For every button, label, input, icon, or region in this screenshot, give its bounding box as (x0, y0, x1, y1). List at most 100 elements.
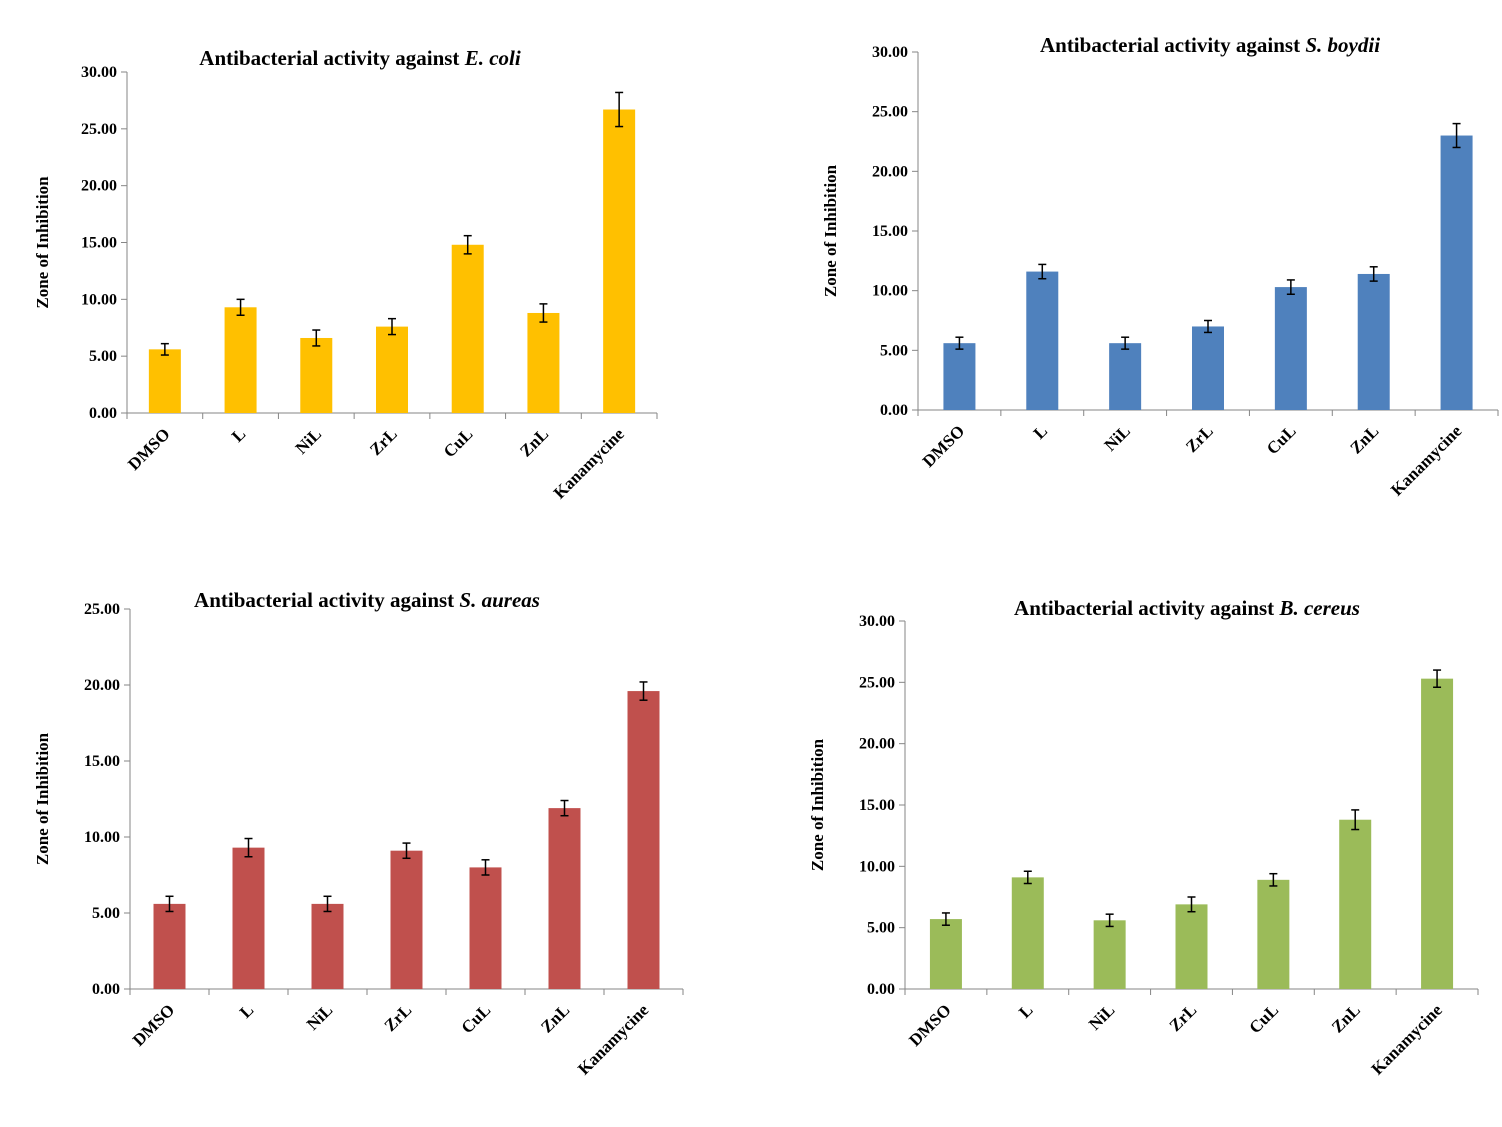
y-tick-label: 0.00 (867, 981, 895, 998)
chart-title: Antibacterial activity against E. coli (199, 46, 521, 70)
chart-panel-1: Antibacterial activity against E. coli Zo… (33, 46, 658, 503)
chart-title-organism: S. boydii (1305, 33, 1380, 57)
chart-title: Antibacterial activity against S. boydii (1040, 33, 1380, 57)
y-axis-label: Zone of Inhibition (33, 732, 52, 865)
x-category-label: L (1030, 421, 1051, 442)
chart-title: Antibacterial activity against S. aureas (194, 588, 540, 612)
y-tick-label: 20.00 (84, 677, 120, 694)
x-category-label: ZrL (1182, 421, 1217, 456)
chart-panel-3: Antibacterial activity against S. aureas… (33, 588, 684, 1079)
y-axis-label: Zone of Inhibition (808, 738, 827, 871)
bar-cul (469, 867, 502, 989)
x-category-label: ZrL (1166, 1000, 1201, 1035)
y-tick-label: 20.00 (859, 736, 895, 753)
x-category-label: ZnL (516, 424, 552, 460)
x-category-label: L (228, 424, 249, 445)
y-tick-label: 0.00 (89, 405, 117, 422)
x-category-label: ZnL (1346, 421, 1382, 457)
y-tick-label: 0.00 (92, 981, 120, 998)
x-category-label: Kanamycine (550, 424, 629, 503)
y-tick-label: 5.00 (89, 348, 117, 365)
bar-dmso (153, 903, 186, 989)
chart-panel-4: Antibacterial activity against B. cereus… (808, 596, 1479, 1079)
chart-panel-2: Antibacterial activity against S. boydii… (821, 33, 1499, 500)
bar-cul (1274, 287, 1307, 410)
chart-title-prefix: Antibacterial activity against (1014, 596, 1279, 620)
bar-l (1026, 271, 1059, 410)
x-category-label: DMSO (124, 424, 173, 473)
bar-nil (300, 337, 333, 413)
bar-zrl (1175, 904, 1208, 989)
bar-zrl (390, 850, 423, 989)
y-tick-label: 15.00 (84, 753, 120, 770)
bar-kanamycine (603, 109, 636, 413)
y-tick-label: 0.00 (880, 402, 908, 419)
y-tick-label: 15.00 (872, 223, 908, 240)
bar-kanamycine (627, 691, 660, 989)
bar-zrl (1192, 326, 1224, 410)
bar-znl (1357, 273, 1390, 410)
x-category-label: ZnL (537, 1000, 573, 1036)
chart-title-prefix: Antibacterial activity against (194, 588, 459, 612)
bar-kanamycine (1421, 678, 1454, 989)
bar-zrl (376, 326, 408, 413)
y-tick-label: 25.00 (84, 601, 120, 618)
x-category-label: NiL (1100, 421, 1133, 454)
x-category-label: CuL (458, 1000, 495, 1037)
chart-title-prefix: Antibacterial activity against (199, 46, 464, 70)
bar-znl (1339, 819, 1372, 989)
y-tick-label: 5.00 (92, 905, 120, 922)
bar-cul (451, 244, 484, 413)
y-tick-label: 15.00 (859, 797, 895, 814)
x-category-label: DMSO (905, 1000, 954, 1049)
chart-title-organism: E. coli (464, 46, 521, 70)
bar-znl (527, 312, 560, 413)
y-tick-label: 25.00 (872, 104, 908, 121)
x-category-label: NiL (1085, 1000, 1118, 1033)
x-category-label: Kanamycine (1387, 421, 1466, 500)
y-axis-label: Zone of Inhibition (821, 164, 840, 297)
chart-title-organism: B. cereus (1278, 596, 1360, 620)
bar-dmso (148, 349, 181, 413)
y-tick-label: 10.00 (872, 283, 908, 300)
y-tick-label: 20.00 (872, 163, 908, 180)
y-tick-label: 5.00 (880, 342, 908, 359)
x-category-label: NiL (292, 424, 325, 457)
y-tick-label: 30.00 (859, 613, 895, 630)
y-tick-label: 25.00 (81, 121, 117, 138)
bar-nil (311, 903, 344, 989)
y-tick-label: 10.00 (81, 291, 117, 308)
chart-title-prefix: Antibacterial activity against (1040, 33, 1305, 57)
bar-l (224, 307, 257, 413)
y-tick-label: 10.00 (84, 829, 120, 846)
x-category-label: CuL (440, 424, 477, 461)
x-category-label: ZrL (381, 1000, 416, 1035)
bar-cul (1257, 879, 1290, 989)
bar-dmso (929, 919, 962, 989)
x-category-label: L (1015, 1000, 1036, 1021)
x-category-label: NiL (303, 1000, 336, 1033)
x-category-label: Kanamycine (574, 1000, 653, 1079)
bar-znl (548, 808, 581, 989)
y-tick-label: 10.00 (859, 858, 895, 875)
x-category-label: ZnL (1328, 1000, 1364, 1036)
bar-nil (1109, 343, 1142, 410)
bar-nil (1093, 920, 1126, 989)
chart-title-organism: S. aureas (459, 588, 540, 612)
bar-kanamycine (1440, 135, 1473, 411)
y-tick-label: 15.00 (81, 235, 117, 252)
bar-dmso (943, 343, 976, 410)
bar-l (232, 847, 265, 989)
y-tick-label: 5.00 (867, 920, 895, 937)
y-axis-label: Zone of Inhibition (33, 176, 52, 309)
bar-l (1011, 877, 1044, 989)
x-category-label: DMSO (919, 421, 968, 470)
x-category-label: L (236, 1000, 257, 1021)
x-category-label: CuL (1263, 421, 1300, 458)
x-category-label: DMSO (129, 1000, 178, 1049)
x-category-label: ZrL (366, 424, 401, 459)
x-category-label: Kanamycine (1368, 1000, 1447, 1079)
y-tick-label: 25.00 (859, 674, 895, 691)
y-tick-label: 20.00 (81, 178, 117, 195)
y-tick-label: 30.00 (872, 44, 908, 61)
